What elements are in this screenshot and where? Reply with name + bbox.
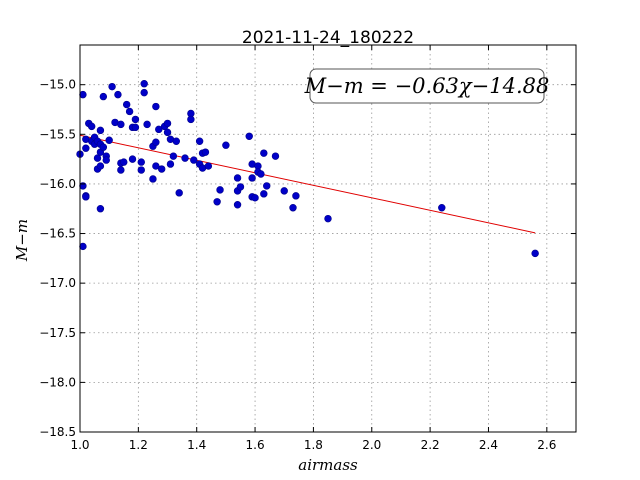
data-point xyxy=(122,100,131,109)
data-point xyxy=(157,165,166,173)
x-tick-label: 2.4 xyxy=(479,438,498,452)
data-point xyxy=(187,115,195,124)
data-point xyxy=(108,82,116,91)
data-point xyxy=(79,90,87,99)
data-point xyxy=(324,214,332,223)
y-tick-label: −16.0 xyxy=(39,177,76,191)
data-point xyxy=(201,148,210,156)
data-point xyxy=(137,166,145,174)
data-point xyxy=(120,158,128,166)
data-point xyxy=(257,170,265,178)
equation-annotation: M−m = −0.63χ−14.88 xyxy=(304,68,550,104)
plot-frame xyxy=(79,44,577,433)
data-point xyxy=(216,186,224,194)
fit-equation-label: M−m = −0.63χ−14.88 xyxy=(304,74,550,98)
data-point xyxy=(140,79,148,88)
chart-title: 2021-11-24_180222 xyxy=(242,28,414,48)
fit-line xyxy=(79,134,536,234)
data-point xyxy=(181,154,189,162)
y-axis-label: M−m xyxy=(13,219,31,262)
data-point xyxy=(236,183,245,191)
data-point xyxy=(204,162,213,170)
data-point xyxy=(117,120,125,129)
data-point xyxy=(280,187,288,195)
data-point xyxy=(96,162,105,170)
x-tick-label: 1.0 xyxy=(70,438,89,452)
y-tick-label: −17.0 xyxy=(39,276,76,290)
x-axis-label: airmass xyxy=(298,456,358,474)
fit-line-layer xyxy=(79,134,536,234)
x-tick-label: 1.6 xyxy=(246,438,265,452)
data-point xyxy=(289,204,297,212)
x-tick-label: 2.0 xyxy=(362,438,381,452)
data-point xyxy=(195,137,204,145)
data-point xyxy=(82,144,90,152)
data-point xyxy=(140,88,148,97)
y-tick-label: −15.5 xyxy=(39,127,76,141)
x-tick-label: 1.8 xyxy=(304,438,323,452)
y-tick-label: −18.0 xyxy=(39,375,76,389)
data-point xyxy=(82,193,90,201)
data-point xyxy=(263,182,271,190)
data-point xyxy=(163,119,172,128)
data-point xyxy=(105,136,113,144)
data-point xyxy=(260,190,268,198)
data-points xyxy=(76,79,539,258)
x-tick-label: 1.2 xyxy=(129,438,148,452)
data-point xyxy=(87,122,96,131)
data-point xyxy=(292,192,300,200)
data-point xyxy=(251,194,259,202)
y-tick-label: −17.5 xyxy=(39,326,76,340)
data-point xyxy=(155,125,163,134)
data-point xyxy=(99,143,108,151)
data-point xyxy=(152,138,160,146)
data-point xyxy=(222,141,230,149)
data-point xyxy=(149,175,157,183)
data-point xyxy=(131,123,140,132)
data-point xyxy=(163,128,172,137)
x-tick-label: 2.2 xyxy=(421,438,440,452)
data-point xyxy=(79,242,87,251)
data-point xyxy=(117,166,125,174)
data-point xyxy=(137,158,145,166)
data-point xyxy=(531,249,539,258)
annotation-box xyxy=(309,68,545,104)
y-tick-label: −15.0 xyxy=(39,78,76,92)
data-point xyxy=(213,198,221,206)
data-point xyxy=(248,174,256,182)
data-point xyxy=(169,152,178,160)
data-point xyxy=(152,162,160,170)
data-point xyxy=(114,90,122,99)
data-point xyxy=(96,205,105,213)
data-point xyxy=(128,155,137,163)
data-point xyxy=(125,107,134,116)
data-point xyxy=(99,92,108,101)
x-tick-label: 1.4 xyxy=(187,438,206,452)
data-point xyxy=(152,102,160,111)
data-point xyxy=(175,189,183,197)
data-point xyxy=(438,204,446,212)
x-tick-label: 2.6 xyxy=(537,438,556,452)
data-point xyxy=(260,149,268,157)
data-point xyxy=(245,132,253,140)
data-point xyxy=(131,115,140,124)
data-point xyxy=(93,154,102,162)
data-point xyxy=(96,126,105,135)
data-point xyxy=(271,152,280,160)
axis-ticks: 1.0 1.2 1.4 1.6 1.8 2.0 2.2 2.4 2.6 −15.0 −15.5 −16… xyxy=(39,45,576,452)
data-point xyxy=(233,174,242,182)
data-point xyxy=(143,120,151,129)
data-point xyxy=(233,201,242,209)
data-point xyxy=(102,156,110,164)
data-point xyxy=(172,137,180,145)
data-point xyxy=(190,156,198,164)
data-point xyxy=(166,160,175,168)
y-tick-label: −16.5 xyxy=(39,227,76,241)
y-tick-label: −18.5 xyxy=(39,425,76,439)
